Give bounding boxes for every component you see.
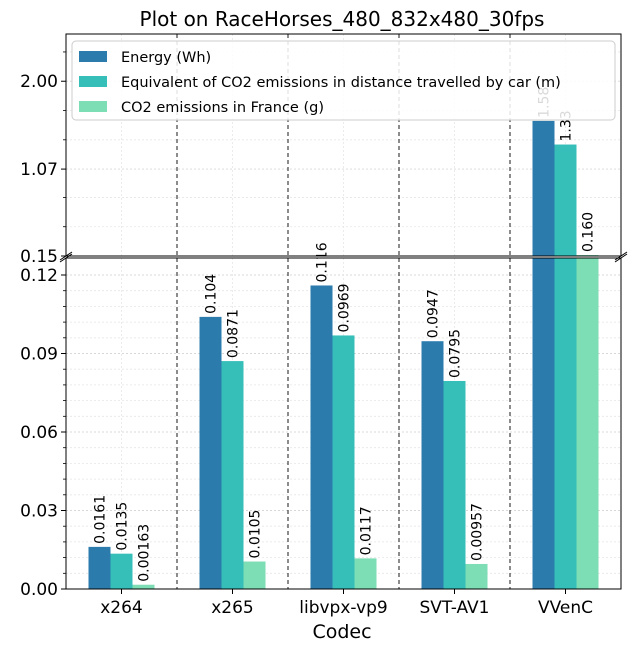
upper-frame <box>65 33 622 257</box>
legend-label: Equivalent of CO2 emissions in distance … <box>121 75 561 91</box>
bar <box>465 563 488 589</box>
bar <box>199 316 222 589</box>
lower-panel: 0.0161 0.104 0.116 0.0947 0.0135 0.0871 0.0969… <box>20 242 628 600</box>
y-tick-label: 0.03 <box>20 502 58 522</box>
bar <box>354 558 377 589</box>
legend-label: CO2 emissions in France (g) <box>121 100 324 116</box>
legend-swatch <box>79 51 107 62</box>
legend: Energy (Wh) Equivalent of CO2 emissions i… <box>71 40 616 121</box>
y-tick-label: 0.15 <box>20 247 58 267</box>
data-label: 0.0947 <box>426 289 442 338</box>
data-label: 0.00957 <box>470 503 486 561</box>
chart-title: Plot on RaceHorses_480_832x480_30fps <box>140 7 545 31</box>
data-label: 0.104 <box>204 274 220 314</box>
axis-break-mark <box>614 253 628 263</box>
x-tick-label: x264 <box>100 598 143 618</box>
y-tick-label: 0.12 <box>20 266 58 286</box>
x-tick-label: libvpx-vp9 <box>299 598 388 618</box>
data-label: 0.160 <box>581 212 597 252</box>
bar <box>554 258 577 589</box>
axis-break-mark <box>59 251 73 261</box>
bar <box>243 561 266 589</box>
bar <box>443 380 466 589</box>
y-tick-label: 0.00 <box>20 580 58 600</box>
legend-swatch <box>79 76 107 87</box>
x-tick-label: SVT-AV1 <box>420 598 490 618</box>
y-tick-label: 0.09 <box>20 345 58 365</box>
bar <box>88 546 111 589</box>
x-tick-label: x265 <box>211 598 254 618</box>
data-label: 0.0105 <box>248 510 264 559</box>
bar <box>576 258 599 589</box>
bar <box>332 335 355 589</box>
data-label: 0.0161 <box>93 495 109 544</box>
data-label: 0.0135 <box>115 502 131 551</box>
axis-break-mark <box>614 251 628 261</box>
bar <box>221 361 244 589</box>
legend-label: Energy (Wh) <box>121 50 211 66</box>
data-label: 0.0969 <box>337 283 353 332</box>
y-tick-label: 2.00 <box>20 72 58 92</box>
bar <box>421 341 444 589</box>
data-label: 0.0871 <box>226 309 242 358</box>
data-label: 0.116 <box>315 242 331 282</box>
x-tick-label: VVenC <box>538 598 593 618</box>
x-axis-label: Codec <box>312 621 371 643</box>
data-label: 0.00163 <box>137 524 153 582</box>
legend-swatch <box>79 101 107 112</box>
bar <box>132 584 155 589</box>
data-label: 0.0795 <box>448 329 464 378</box>
y-tick-label: 0.06 <box>20 423 58 443</box>
y-tick-label: 1.07 <box>20 160 58 180</box>
axis-break-mark <box>59 253 73 263</box>
bar <box>110 553 133 589</box>
bar <box>310 285 333 589</box>
x-axis-ticks: x264 x265 libvpx-vp9 SVT-AV1 VVenC <box>100 589 593 618</box>
bar <box>532 120 555 256</box>
bar <box>554 144 577 256</box>
data-label: 0.0117 <box>359 506 375 555</box>
legend-box <box>71 40 616 121</box>
bar <box>532 258 555 589</box>
